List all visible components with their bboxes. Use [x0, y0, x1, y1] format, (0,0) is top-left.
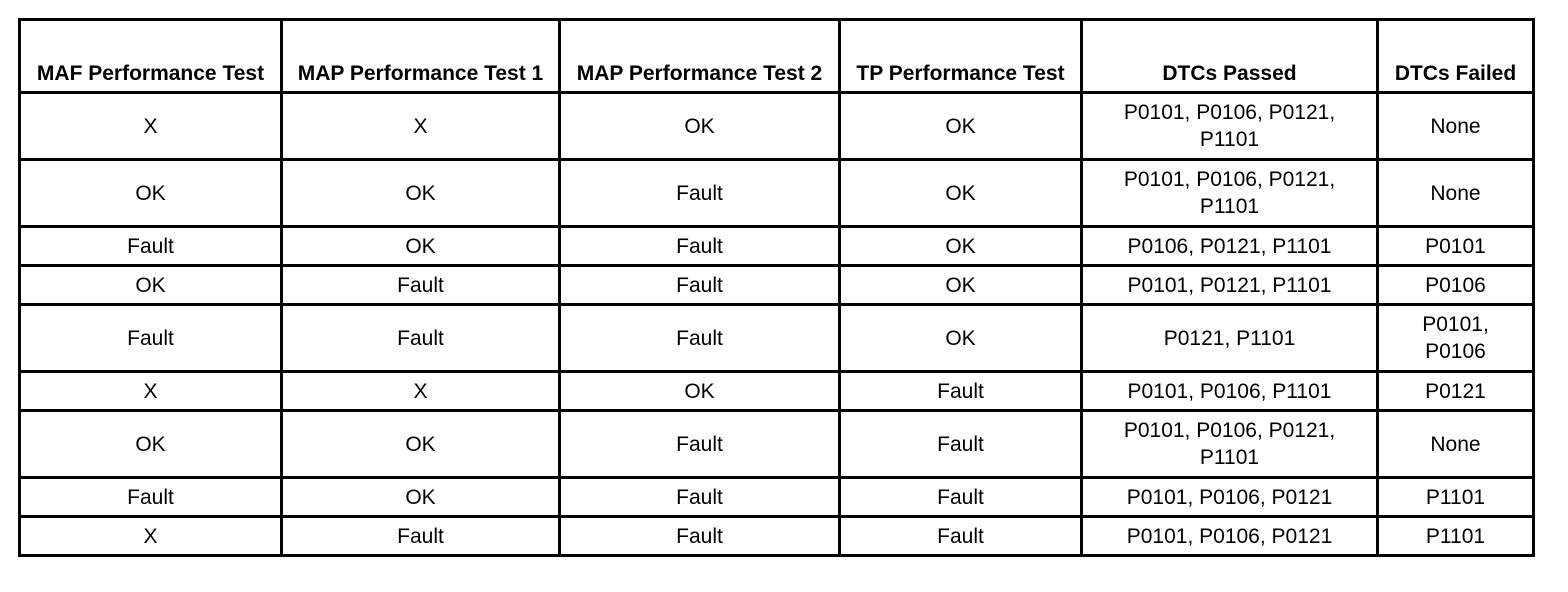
table-cell: Fault [558, 476, 841, 518]
table-cell: OK [838, 303, 1083, 373]
table-cell: Fault [558, 409, 841, 479]
table-cell: OK [558, 91, 841, 161]
table-cell: P0106, P0121, P1101 [1080, 225, 1379, 267]
column-header: MAP Performance Test 2 [558, 18, 841, 94]
table-cell: P0101, P0106, P0121, P1101 [1080, 158, 1379, 228]
table-cell: X [18, 91, 283, 161]
table-cell: OK [280, 409, 561, 479]
table-cell: P0101 [1376, 225, 1535, 267]
table-cell: Fault [558, 515, 841, 557]
table-cell: P0101, P0106, P0121 [1080, 476, 1379, 518]
table-cell: OK [280, 476, 561, 518]
table-cell: P0106 [1376, 264, 1535, 306]
table-cell: P0101, P0106, P1101 [1080, 370, 1379, 412]
table-cell: Fault [838, 515, 1083, 557]
table-cell: P1101 [1376, 476, 1535, 518]
table-cell: None [1376, 91, 1535, 161]
table-cell: OK [280, 158, 561, 228]
column-header: MAF Performance Test [18, 18, 283, 94]
column-header: DTCs Failed [1376, 18, 1535, 94]
column-header: MAP Performance Test 1 [280, 18, 561, 94]
table-cell: Fault [558, 158, 841, 228]
table-row: OK Fault Fault OK P0101, P0121, P1101 P0106 [18, 264, 1535, 306]
table-cell: P0101, P0106, P0121, P1101 [1080, 91, 1379, 161]
table-cell: OK [558, 370, 841, 412]
table-cell: Fault [18, 476, 283, 518]
table-cell: OK [18, 264, 283, 306]
table-cell: Fault [280, 303, 561, 373]
table-cell: P0101, P0106, P0121, P1101 [1080, 409, 1379, 479]
table-cell: OK [18, 158, 283, 228]
table-cell: Fault [280, 264, 561, 306]
table-row: Fault OK Fault Fault P0101, P0106, P0121 P110… [18, 476, 1535, 518]
table-row: OK OK Fault OK P0101, P0106, P0121, P1101 Non… [18, 158, 1535, 228]
header-row: MAF Performance Test MAP Performance Test… [18, 18, 1535, 94]
table-cell: OK [838, 91, 1083, 161]
table-cell: P0101, P0106 [1376, 303, 1535, 373]
table-row: X X OK Fault P0101, P0106, P1101 P0121 [18, 370, 1535, 412]
table-cell: Fault [18, 225, 283, 267]
table-cell: X [280, 91, 561, 161]
table-cell: Fault [558, 264, 841, 306]
table-cell: None [1376, 158, 1535, 228]
table-cell: Fault [280, 515, 561, 557]
table-cell: OK [838, 225, 1083, 267]
table-cell: Fault [558, 225, 841, 267]
table-cell: P1101 [1376, 515, 1535, 557]
table-cell: Fault [18, 303, 283, 373]
table-cell: OK [18, 409, 283, 479]
table-cell: Fault [838, 409, 1083, 479]
table-cell: Fault [558, 303, 841, 373]
column-header: DTCs Passed [1080, 18, 1379, 94]
table-cell: P0101, P0121, P1101 [1080, 264, 1379, 306]
table-cell: OK [838, 158, 1083, 228]
table-cell: OK [838, 264, 1083, 306]
column-header: TP Performance Test [838, 18, 1083, 94]
table-row: Fault OK Fault OK P0106, P0121, P1101 P0101 [18, 225, 1535, 267]
table-cell: P0121, P1101 [1080, 303, 1379, 373]
table-cell: X [18, 370, 283, 412]
table-cell: None [1376, 409, 1535, 479]
table-row: X Fault Fault Fault P0101, P0106, P0121 P1101 [18, 515, 1535, 557]
table-cell: Fault [838, 476, 1083, 518]
table-cell: P0121 [1376, 370, 1535, 412]
table-cell: P0101, P0106, P0121 [1080, 515, 1379, 557]
dtc-test-table: MAF Performance Test MAP Performance Test… [18, 18, 1535, 557]
table-row: OK OK Fault Fault P0101, P0106, P0121, P1101… [18, 409, 1535, 479]
table-row: X X OK OK P0101, P0106, P0121, P1101 None [18, 91, 1535, 161]
table-cell: Fault [838, 370, 1083, 412]
table-cell: X [280, 370, 561, 412]
table-cell: X [18, 515, 283, 557]
table-cell: OK [280, 225, 561, 267]
table-row: Fault Fault Fault OK P0121, P1101 P0101, P010… [18, 303, 1535, 373]
